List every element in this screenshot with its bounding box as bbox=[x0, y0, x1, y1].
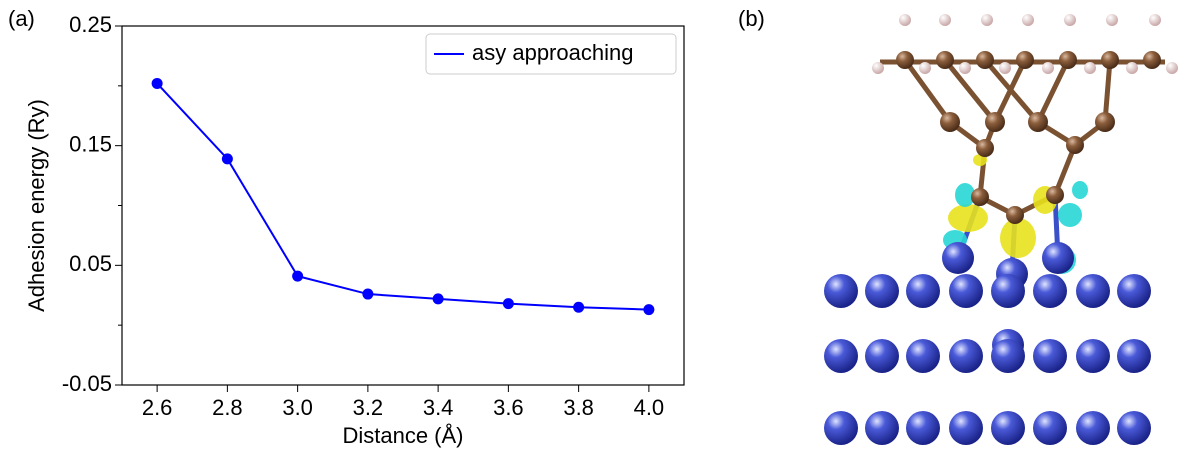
data-point bbox=[643, 304, 655, 316]
atom bbox=[1033, 274, 1067, 308]
atom bbox=[824, 411, 858, 445]
atom bbox=[906, 274, 940, 308]
data-point bbox=[221, 153, 233, 165]
atom bbox=[991, 274, 1025, 308]
data-point bbox=[292, 270, 304, 282]
x-tick-label: 4.0 bbox=[634, 395, 665, 420]
data-point bbox=[573, 301, 585, 313]
atom bbox=[1076, 274, 1110, 308]
y-tick-label: -0.05 bbox=[62, 371, 112, 396]
atom bbox=[991, 339, 1025, 373]
atom bbox=[1076, 339, 1110, 373]
atom bbox=[906, 339, 940, 373]
y-tick-label: 0.15 bbox=[69, 131, 112, 156]
x-tick-label: 3.0 bbox=[282, 395, 313, 420]
panel-label: (b) bbox=[738, 6, 765, 31]
atom bbox=[949, 274, 983, 308]
data-point bbox=[502, 298, 514, 310]
atom bbox=[1117, 274, 1151, 308]
y-tick-label: 0.25 bbox=[69, 12, 112, 37]
panel-label: (a) bbox=[8, 6, 35, 31]
x-tick-label: 2.8 bbox=[212, 395, 243, 420]
atom bbox=[1117, 339, 1151, 373]
x-tick-label: 3.6 bbox=[493, 395, 524, 420]
atom bbox=[1033, 411, 1067, 445]
legend-label: asy approaching bbox=[472, 40, 633, 65]
atom bbox=[824, 274, 858, 308]
structure-image bbox=[824, 14, 1178, 445]
y-axis-label: Adhesion energy (Ry) bbox=[24, 99, 49, 312]
atom bbox=[1117, 411, 1151, 445]
atom bbox=[991, 411, 1025, 445]
atom bbox=[906, 411, 940, 445]
atom bbox=[824, 339, 858, 373]
atom bbox=[865, 339, 899, 373]
x-tick-label: 2.6 bbox=[142, 395, 173, 420]
legend-box bbox=[425, 33, 677, 75]
x-tick-label: 3.4 bbox=[423, 395, 454, 420]
atom bbox=[949, 339, 983, 373]
data-point bbox=[432, 293, 444, 305]
data-point bbox=[151, 77, 163, 89]
data-point bbox=[362, 288, 374, 300]
plot-frame bbox=[121, 25, 685, 386]
atom bbox=[1076, 411, 1110, 445]
atom bbox=[865, 274, 899, 308]
atom bbox=[1033, 339, 1067, 373]
atom bbox=[949, 411, 983, 445]
x-axis-label: Distance (Å) bbox=[342, 423, 463, 448]
x-tick-label: 3.2 bbox=[353, 395, 384, 420]
series-line bbox=[156, 82, 649, 311]
x-tick-label: 3.8 bbox=[563, 395, 594, 420]
atom bbox=[865, 411, 899, 445]
y-tick-label: 0.05 bbox=[69, 251, 112, 276]
